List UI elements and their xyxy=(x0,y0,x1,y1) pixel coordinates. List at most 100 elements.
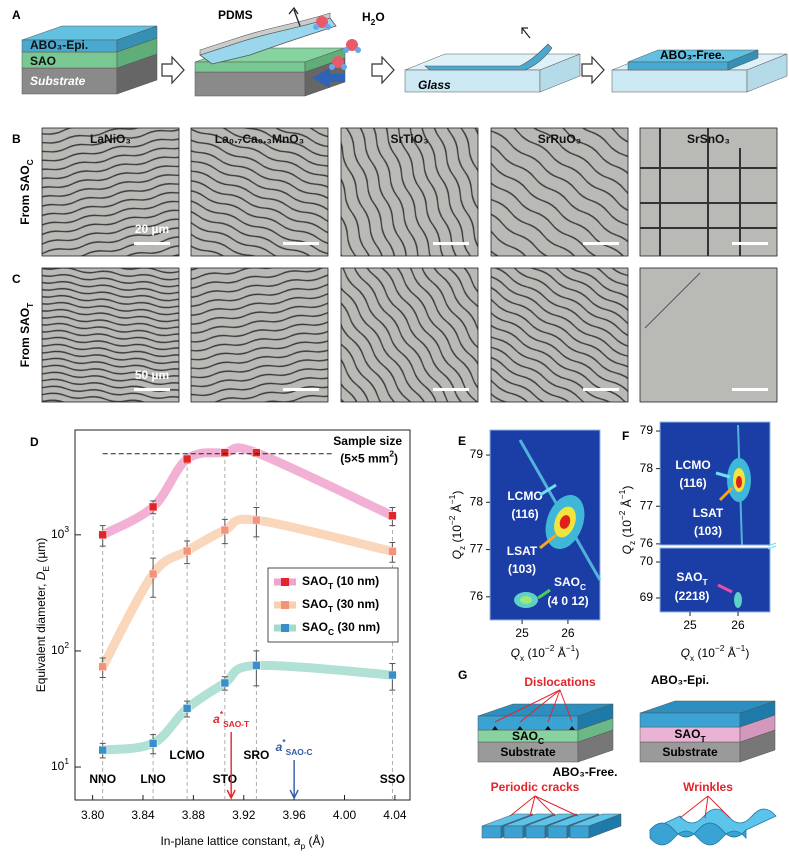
legend-label-part: C xyxy=(328,627,334,637)
water-molecule xyxy=(346,39,358,51)
scale-bar xyxy=(283,388,319,391)
marker xyxy=(148,502,158,512)
dislocation xyxy=(492,726,498,730)
label: Wrinkles xyxy=(683,780,733,794)
marker xyxy=(388,511,397,521)
row-label-part: From SAO xyxy=(18,165,32,224)
scale-bar xyxy=(283,242,319,245)
x-axis-label-part: x xyxy=(690,653,695,663)
dislocation-pointer xyxy=(559,689,573,723)
label: Glass xyxy=(418,78,451,92)
scale-bar xyxy=(732,242,768,245)
label-part: O xyxy=(375,10,384,24)
marker xyxy=(252,661,261,670)
annotation-part: C xyxy=(580,582,586,592)
trend-curve xyxy=(98,514,397,672)
row-label-part: C xyxy=(25,159,35,165)
crack xyxy=(644,272,701,329)
dislocation-pointer xyxy=(519,689,561,723)
y-axis-label-part: Å xyxy=(449,504,464,515)
y-tick-label-part: 10 xyxy=(51,643,65,657)
x-axis-label-part: (10 xyxy=(524,646,545,660)
legend-label-part: (30 nm) xyxy=(333,597,379,611)
annotation-part: SAO-C xyxy=(286,747,313,757)
row-label-part: T xyxy=(25,302,35,308)
wrinkled-film-front xyxy=(649,822,747,846)
x-tick-label: 4.00 xyxy=(333,808,357,822)
marker xyxy=(388,547,397,556)
label: SAOC xyxy=(512,729,544,746)
annotation: LSAT xyxy=(693,506,724,520)
crack-segment-front xyxy=(481,825,502,839)
annotation-part: SAO xyxy=(554,575,580,589)
x-tick-label: 26 xyxy=(731,618,745,632)
marker xyxy=(220,448,230,457)
legend-label: SAOT (10 nm) xyxy=(302,574,379,591)
marker xyxy=(182,454,192,464)
annotation-part: (5×5 mm xyxy=(340,452,389,466)
row-label-part: From SAO xyxy=(18,308,32,367)
annotation: SAOT xyxy=(676,570,708,587)
y-tick-label: 70 xyxy=(640,554,654,568)
annotation: a*SAO-T xyxy=(213,709,250,729)
annotation: (116) xyxy=(679,476,706,490)
legend-label-part: (10 nm) xyxy=(333,574,379,588)
y-tick-label: 77 xyxy=(470,542,484,556)
panel-letter: F xyxy=(622,429,629,443)
pointer xyxy=(539,483,557,497)
marker xyxy=(252,448,261,457)
marker xyxy=(148,569,158,579)
crack-segment-side xyxy=(588,813,622,839)
pointer xyxy=(537,588,551,600)
legend-label-part: (30 nm) xyxy=(334,620,380,634)
y-axis-label-part: Q xyxy=(620,545,634,554)
label-part: T xyxy=(700,734,706,744)
y-tick-label: 76 xyxy=(640,536,654,550)
pdms-layer xyxy=(199,12,331,56)
dislocation-pointer xyxy=(547,689,561,723)
x-axis-label-part: (Å) xyxy=(305,833,324,848)
x-tick-label: 4.04 xyxy=(383,808,407,822)
y-tick-label-part: 10 xyxy=(51,759,65,773)
y-tick-label: 79 xyxy=(470,447,484,461)
label: ABO₃-Epi. xyxy=(30,38,88,52)
lift-arrow xyxy=(288,6,301,27)
water-h xyxy=(313,24,319,30)
x-axis-label-part: a xyxy=(294,834,301,848)
annotation-part: * xyxy=(282,737,286,747)
y-axis-label: Equivalent diameter, DE (µm) xyxy=(34,538,51,693)
y-axis-label-part: −1 xyxy=(447,494,457,504)
material-label: SSO xyxy=(380,772,405,786)
free-layer-side xyxy=(727,49,759,71)
annotation: a*SAO-C xyxy=(276,737,313,757)
marker xyxy=(148,739,158,748)
y-tick-label-part: 3 xyxy=(64,524,69,534)
intensity-spot xyxy=(736,476,742,488)
water-h xyxy=(329,64,335,70)
label-part: 2 xyxy=(371,17,376,27)
y-tick-label: 76 xyxy=(470,589,484,603)
y-axis-label-part: (10 xyxy=(620,520,634,541)
legend-label: SAOC (30 nm) xyxy=(302,620,380,637)
annotation: (103) xyxy=(694,524,722,538)
x-axis-label-part: ) xyxy=(575,646,579,660)
label: H2O xyxy=(362,10,385,27)
intensity-spot xyxy=(734,592,742,608)
annotation: (5×5 mm2) xyxy=(340,449,398,466)
panel-letter: G xyxy=(458,668,467,682)
y-axis-label: Qz (10−2 Å−1) xyxy=(617,486,637,555)
y-axis-label-part: −2 xyxy=(617,510,627,520)
x-axis-label-part: In-plane lattice constant, xyxy=(160,834,293,848)
annotation-part: * xyxy=(220,709,224,719)
y-axis-label-part: −2 xyxy=(447,515,457,525)
legend-label-part: SAO xyxy=(302,620,328,634)
trend-curve xyxy=(98,660,397,755)
label-part: H xyxy=(362,10,371,24)
crack-segment-front xyxy=(547,825,568,839)
pointer xyxy=(718,486,734,502)
x-axis-label: In-plane lattice constant, ap (Å) xyxy=(160,833,324,851)
y-axis-label-part: z xyxy=(457,546,467,550)
x-axis-label-part: −1 xyxy=(736,643,746,653)
micrograph xyxy=(190,127,329,257)
scale-bar xyxy=(583,388,619,391)
